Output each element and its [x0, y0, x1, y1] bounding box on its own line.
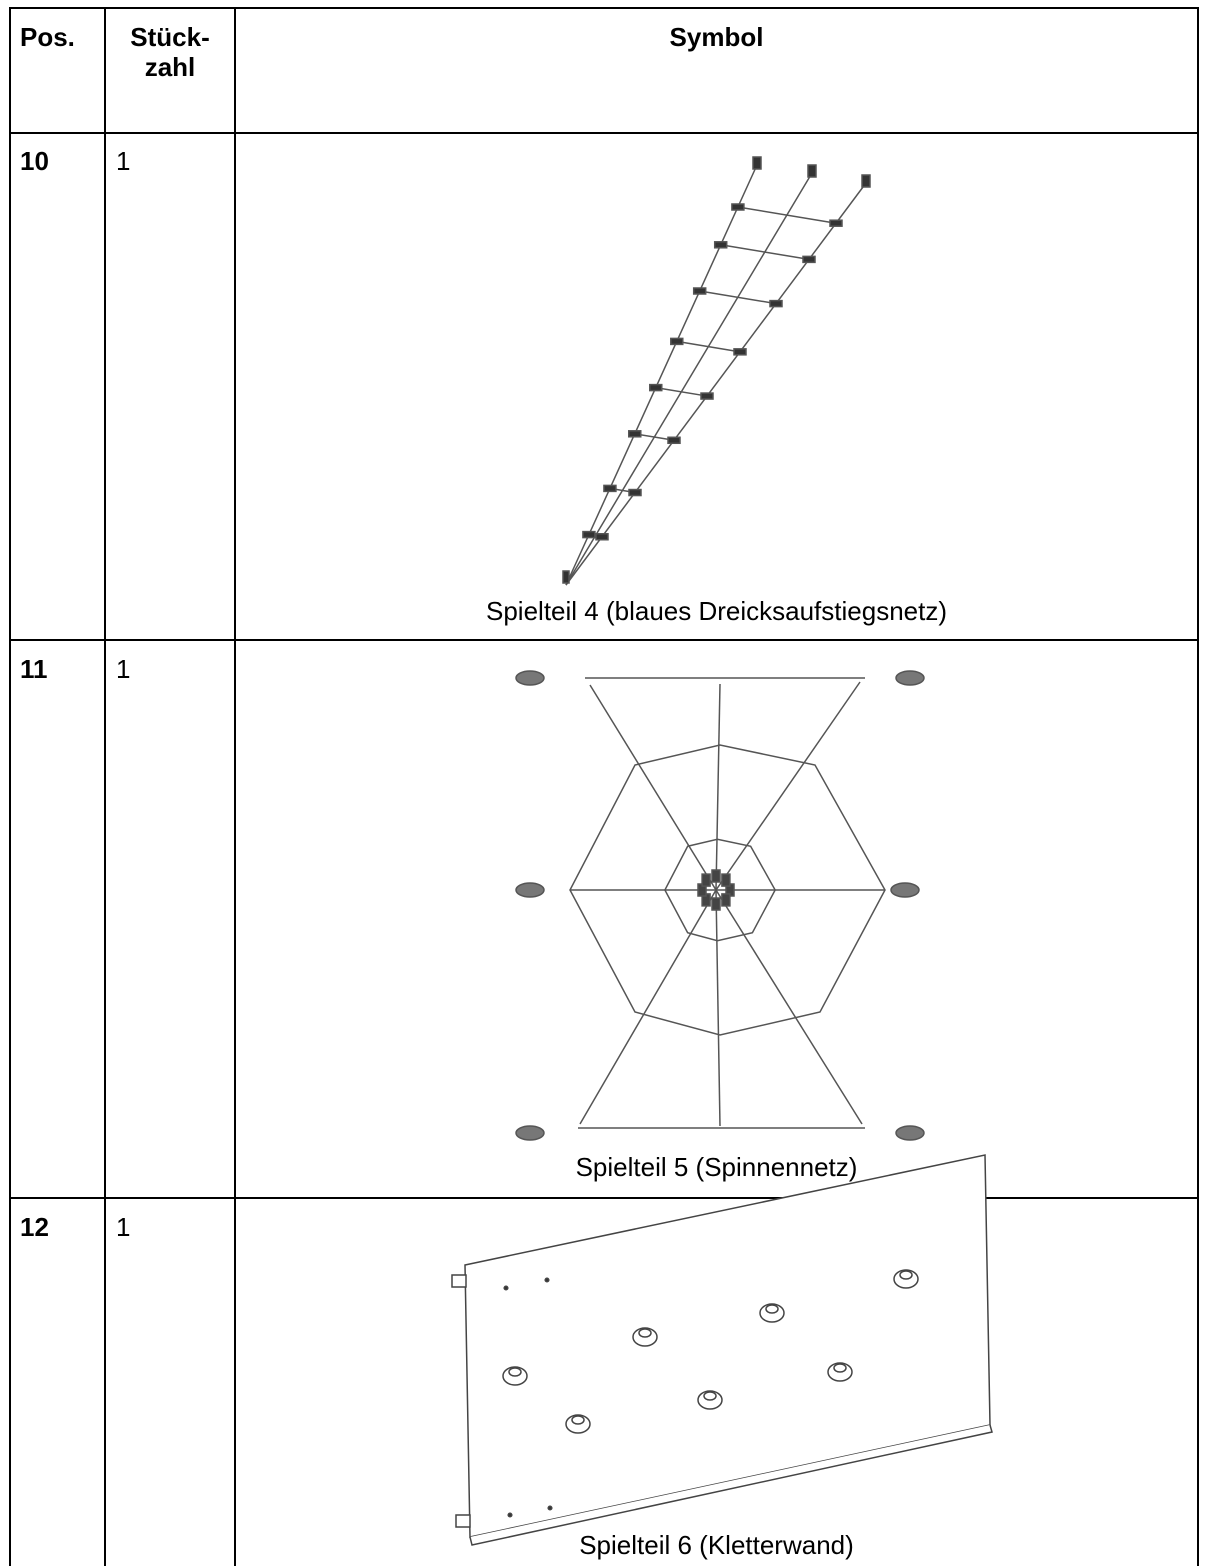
- web-shackle: [516, 671, 544, 685]
- header-symbol: Symbol: [235, 22, 1198, 52]
- wall-tab: [456, 1515, 470, 1527]
- web-spoke: [716, 890, 720, 1126]
- web-shackle: [516, 1126, 544, 1140]
- net-knot: [803, 256, 815, 262]
- row-qty: 1: [116, 146, 130, 176]
- web-shackle: [896, 1126, 924, 1140]
- net-rope: [566, 173, 812, 585]
- net-knot: [830, 220, 842, 226]
- net-knot: [650, 385, 662, 391]
- net-clip: [862, 175, 870, 187]
- row-caption: Spielteil 6 (Kletterwand): [235, 1530, 1198, 1560]
- wall-panel: [465, 1155, 990, 1537]
- net-knot: [694, 288, 706, 294]
- net-rung: [721, 245, 809, 260]
- wall-hold-top: [509, 1368, 521, 1376]
- wall-illustration: [452, 1155, 992, 1545]
- net-clip: [808, 165, 816, 177]
- wall-bolt: [504, 1286, 508, 1290]
- web-clip: [722, 874, 730, 886]
- net-clip: [563, 571, 569, 583]
- wall-hold-top: [639, 1329, 651, 1337]
- web-spoke: [716, 890, 862, 1124]
- wall-bolt: [508, 1513, 512, 1517]
- row-pos: 11: [20, 654, 48, 684]
- net-rung: [738, 207, 836, 223]
- wall-hold-top: [766, 1305, 778, 1313]
- web-clip: [702, 874, 710, 886]
- net-knot: [668, 437, 680, 443]
- net-knot: [604, 485, 616, 491]
- net-knot: [732, 204, 744, 210]
- net-rung: [700, 291, 776, 304]
- net-knot: [701, 393, 713, 399]
- web-clip: [722, 894, 730, 906]
- web-spoke: [590, 685, 716, 890]
- net-knot: [734, 349, 746, 355]
- net-knot: [596, 534, 608, 540]
- header-pos: Pos.: [20, 22, 75, 52]
- net-knot: [629, 490, 641, 496]
- net-knot: [629, 431, 641, 437]
- wall-hold-top: [900, 1271, 912, 1279]
- web-shackle: [896, 671, 924, 685]
- web-illustration: [516, 671, 924, 1140]
- row-qty: 1: [116, 654, 130, 684]
- net-rung: [656, 388, 707, 396]
- wall-bolt: [545, 1278, 549, 1282]
- web-shackle: [516, 883, 544, 897]
- web-spoke: [716, 682, 860, 890]
- row-pos: 10: [20, 146, 49, 176]
- net-rope: [566, 165, 757, 585]
- net-knot: [671, 338, 683, 344]
- net-knot: [715, 242, 727, 248]
- wall-bolt: [548, 1506, 552, 1510]
- web-clip: [712, 898, 720, 910]
- net-illustration: [563, 157, 870, 585]
- row-caption: Spielteil 4 (blaues Dreicksaufstiegsnetz…: [235, 596, 1198, 626]
- row-pos: 12: [20, 1212, 49, 1242]
- net-knot: [770, 301, 782, 307]
- web-spoke: [580, 890, 716, 1124]
- row-caption: Spielteil 5 (Spinnennetz): [235, 1152, 1198, 1182]
- wall-hold-top: [834, 1364, 846, 1372]
- wall-hold-top: [572, 1416, 584, 1424]
- web-clip: [712, 870, 720, 882]
- web-shackle: [891, 883, 919, 897]
- wall-hold-top: [704, 1392, 716, 1400]
- net-clip: [753, 157, 761, 169]
- net-knot: [583, 532, 595, 538]
- table-drawing: [0, 0, 1205, 1566]
- page: {"table": { "header": ["Pos.", "Stück-\n…: [0, 0, 1205, 1566]
- web-spoke: [716, 684, 720, 890]
- wall-tab: [452, 1275, 466, 1287]
- net-rung: [677, 341, 740, 351]
- header-qty: Stück- zahl: [105, 22, 235, 82]
- row-qty: 1: [116, 1212, 130, 1242]
